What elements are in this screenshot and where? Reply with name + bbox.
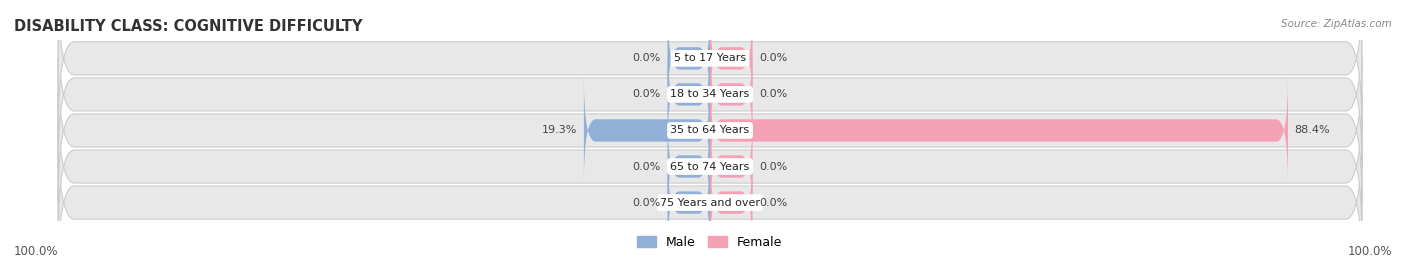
Text: 100.0%: 100.0%: [14, 245, 59, 258]
Text: 0.0%: 0.0%: [633, 89, 661, 100]
Text: 0.0%: 0.0%: [633, 53, 661, 63]
Text: 88.4%: 88.4%: [1295, 125, 1330, 136]
Legend: Male, Female: Male, Female: [633, 231, 787, 254]
Text: 35 to 64 Years: 35 to 64 Years: [671, 125, 749, 136]
Text: 5 to 17 Years: 5 to 17 Years: [673, 53, 747, 63]
FancyBboxPatch shape: [710, 113, 752, 220]
Text: DISABILITY CLASS: COGNITIVE DIFFICULTY: DISABILITY CLASS: COGNITIVE DIFFICULTY: [14, 19, 363, 34]
Text: 0.0%: 0.0%: [759, 53, 787, 63]
FancyBboxPatch shape: [710, 41, 752, 148]
FancyBboxPatch shape: [668, 149, 710, 256]
FancyBboxPatch shape: [668, 113, 710, 220]
Text: 0.0%: 0.0%: [759, 161, 787, 172]
FancyBboxPatch shape: [58, 129, 1362, 269]
Text: 0.0%: 0.0%: [633, 197, 661, 208]
Text: 19.3%: 19.3%: [541, 125, 578, 136]
FancyBboxPatch shape: [583, 77, 710, 184]
FancyBboxPatch shape: [58, 93, 1362, 240]
FancyBboxPatch shape: [710, 5, 752, 112]
FancyBboxPatch shape: [710, 77, 1288, 184]
FancyBboxPatch shape: [58, 57, 1362, 204]
Text: 0.0%: 0.0%: [759, 197, 787, 208]
Text: 75 Years and over: 75 Years and over: [659, 197, 761, 208]
Text: Source: ZipAtlas.com: Source: ZipAtlas.com: [1281, 19, 1392, 29]
Text: 0.0%: 0.0%: [759, 89, 787, 100]
Text: 0.0%: 0.0%: [633, 161, 661, 172]
FancyBboxPatch shape: [58, 0, 1362, 132]
FancyBboxPatch shape: [58, 21, 1362, 168]
Text: 65 to 74 Years: 65 to 74 Years: [671, 161, 749, 172]
FancyBboxPatch shape: [668, 5, 710, 112]
FancyBboxPatch shape: [668, 41, 710, 148]
Text: 100.0%: 100.0%: [1347, 245, 1392, 258]
FancyBboxPatch shape: [710, 149, 752, 256]
Text: 18 to 34 Years: 18 to 34 Years: [671, 89, 749, 100]
